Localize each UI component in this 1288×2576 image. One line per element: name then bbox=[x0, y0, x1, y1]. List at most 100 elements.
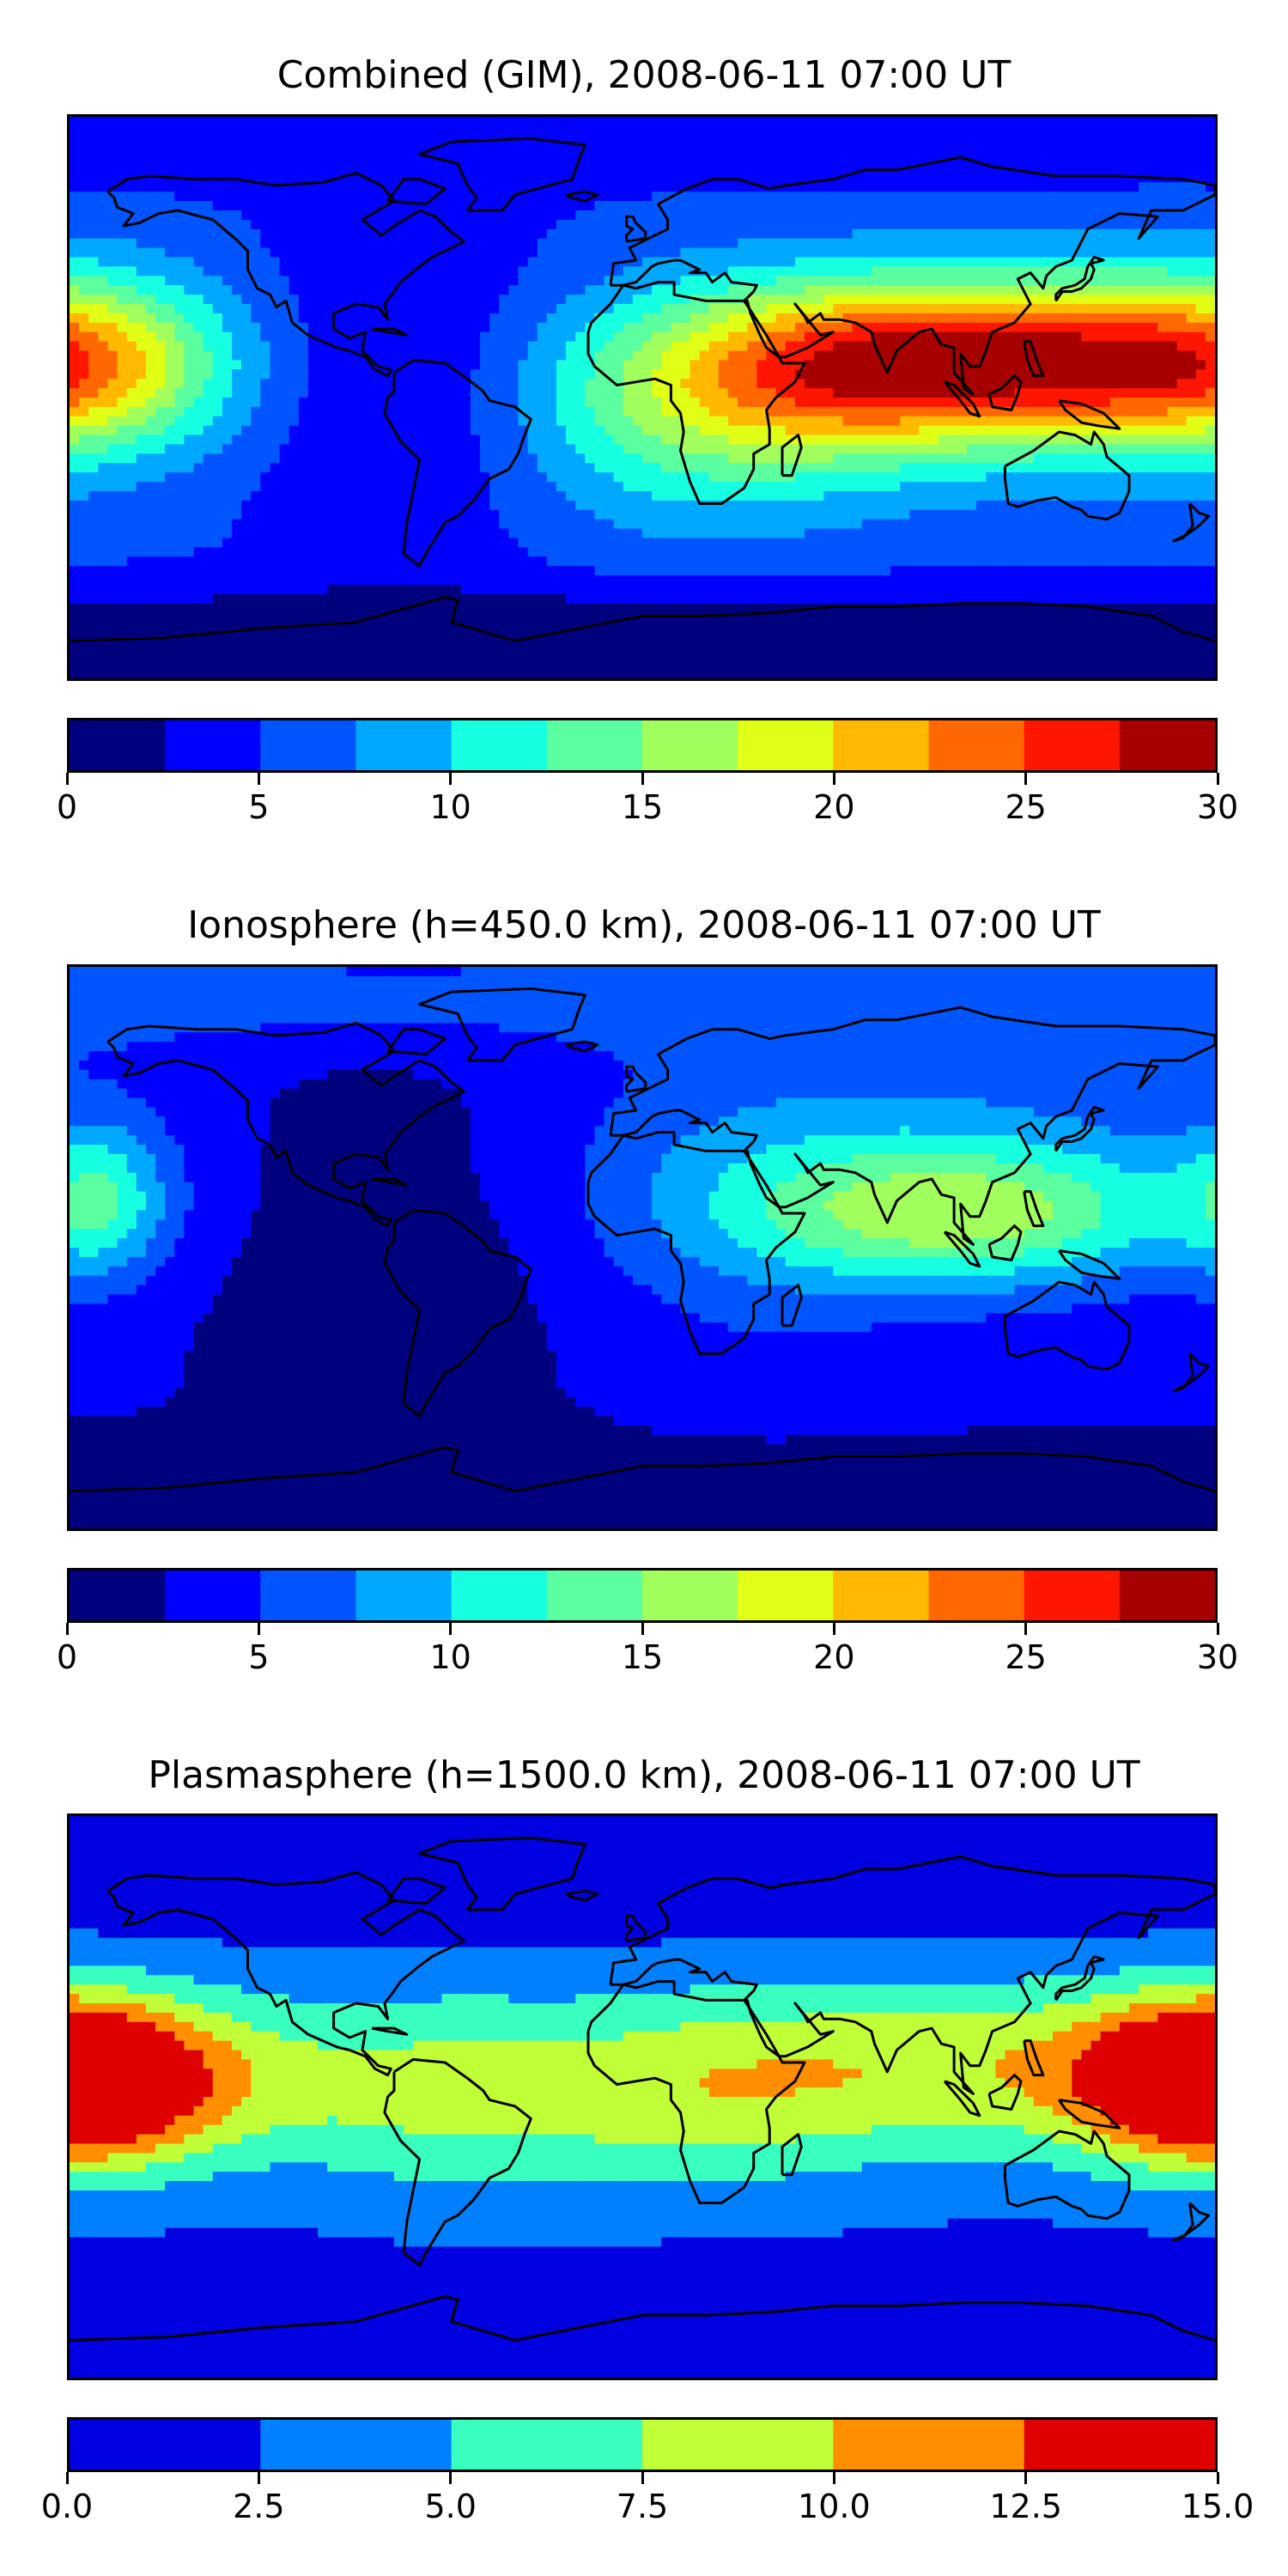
heatmap-cell bbox=[604, 304, 615, 314]
heatmap-cell bbox=[508, 210, 519, 221]
heatmap-cell bbox=[527, 144, 538, 155]
heatmap-cell bbox=[1042, 482, 1054, 492]
heatmap-cell bbox=[880, 266, 891, 276]
heatmap-cell bbox=[1005, 425, 1016, 436]
heatmap-cell bbox=[747, 304, 757, 314]
heatmap-cell bbox=[738, 228, 748, 240]
heatmap-cell bbox=[451, 360, 462, 370]
heatmap-cell bbox=[546, 360, 557, 370]
heatmap-cell bbox=[289, 154, 300, 165]
heatmap-cell bbox=[728, 276, 738, 286]
heatmap-cell bbox=[203, 238, 214, 249]
heatmap-cell bbox=[1072, 331, 1082, 343]
heatmap-cell bbox=[508, 295, 519, 305]
heatmap-cell bbox=[785, 201, 796, 211]
heatmap-cell bbox=[307, 463, 319, 473]
heatmap-cell bbox=[174, 154, 185, 165]
heatmap-cell bbox=[814, 341, 824, 352]
heatmap-cell bbox=[785, 154, 796, 165]
heatmap-cell bbox=[327, 322, 337, 333]
heatmap-cell bbox=[374, 444, 386, 454]
heatmap-cell bbox=[355, 472, 367, 483]
heatmap-cell bbox=[98, 238, 109, 249]
heatmap-cell bbox=[1205, 491, 1215, 501]
heatmap-cell bbox=[460, 182, 471, 192]
heatmap-cell bbox=[804, 117, 815, 127]
heatmap-cell bbox=[652, 285, 662, 295]
heatmap-cell bbox=[117, 144, 128, 155]
heatmap-cell bbox=[966, 295, 977, 305]
heatmap-cell bbox=[604, 379, 615, 389]
heatmap-cell bbox=[508, 201, 519, 211]
heatmap-cell bbox=[556, 388, 567, 398]
heatmap-cell bbox=[966, 219, 977, 230]
heatmap-cell bbox=[890, 398, 901, 408]
heatmap-cell bbox=[212, 182, 223, 192]
heatmap-cell bbox=[499, 173, 509, 183]
heatmap-cell bbox=[852, 276, 863, 286]
heatmap-cell bbox=[1072, 163, 1082, 173]
heatmap-cell bbox=[527, 341, 538, 352]
heatmap-cell bbox=[527, 379, 538, 389]
heatmap-cell bbox=[1053, 379, 1063, 389]
heatmap-cell bbox=[680, 453, 691, 464]
heatmap-cell bbox=[728, 388, 738, 398]
heatmap-cell bbox=[1091, 173, 1102, 183]
heatmap-cell bbox=[251, 444, 261, 454]
heatmap-cell bbox=[203, 453, 214, 464]
heatmap-cell bbox=[890, 238, 901, 249]
heatmap-cell bbox=[880, 228, 891, 240]
heatmap-cell bbox=[1072, 369, 1082, 380]
heatmap-cell bbox=[1100, 210, 1111, 221]
heatmap-cell bbox=[947, 135, 958, 146]
heatmap-cell bbox=[880, 369, 891, 380]
heatmap-cell bbox=[652, 276, 662, 286]
heatmap-cell bbox=[699, 257, 710, 267]
heatmap-cell bbox=[680, 491, 691, 501]
heatmap-cell bbox=[88, 135, 99, 146]
heatmap-cell bbox=[165, 388, 175, 398]
heatmap-cell bbox=[900, 425, 910, 436]
heatmap-cell bbox=[699, 163, 710, 173]
heatmap-cell bbox=[441, 304, 453, 314]
heatmap-cell bbox=[298, 444, 309, 454]
heatmap-cell bbox=[833, 360, 844, 370]
heatmap-cell bbox=[814, 266, 824, 276]
heatmap-cell bbox=[460, 379, 471, 389]
heatmap-cell bbox=[289, 285, 300, 295]
heatmap-cell bbox=[432, 117, 443, 127]
heatmap-cell bbox=[117, 313, 128, 324]
heatmap-cell bbox=[422, 416, 434, 427]
heatmap-cell bbox=[1005, 444, 1016, 454]
heatmap-cell bbox=[184, 304, 195, 314]
heatmap-cell bbox=[1195, 295, 1206, 305]
heatmap-cell bbox=[747, 434, 757, 446]
heatmap-cell bbox=[1109, 247, 1121, 258]
heatmap-cell bbox=[518, 500, 529, 511]
heatmap-cell bbox=[470, 117, 481, 127]
heatmap-cell bbox=[604, 434, 615, 446]
heatmap-cell bbox=[79, 341, 89, 352]
heatmap-cell bbox=[919, 163, 930, 173]
heatmap-cell bbox=[976, 144, 987, 155]
heatmap-cell bbox=[307, 453, 319, 464]
heatmap-cell bbox=[585, 406, 596, 417]
heatmap-cell bbox=[384, 144, 395, 155]
heatmap-cell bbox=[126, 322, 137, 333]
heatmap-cell bbox=[575, 135, 586, 146]
heatmap-cell bbox=[327, 453, 337, 464]
heatmap-cell bbox=[594, 406, 605, 417]
heatmap-cell bbox=[298, 266, 309, 276]
heatmap-cell bbox=[852, 228, 863, 240]
heatmap-cell bbox=[384, 219, 395, 230]
heatmap-cell bbox=[1081, 210, 1092, 221]
heatmap-cell bbox=[1072, 257, 1082, 267]
heatmap-cell bbox=[671, 285, 682, 295]
heatmap-cell bbox=[422, 238, 434, 249]
heatmap-cell bbox=[1205, 360, 1215, 370]
heatmap-cell bbox=[251, 154, 261, 165]
heatmap-cell bbox=[613, 463, 624, 473]
heatmap-cell bbox=[842, 247, 854, 258]
heatmap-cell bbox=[136, 304, 147, 314]
heatmap-cell bbox=[1109, 369, 1121, 380]
